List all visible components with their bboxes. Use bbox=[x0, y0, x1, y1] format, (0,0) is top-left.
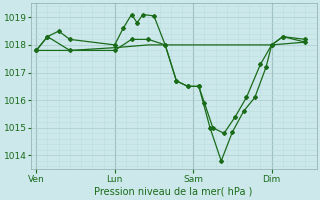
X-axis label: Pression niveau de la mer( hPa ): Pression niveau de la mer( hPa ) bbox=[94, 187, 253, 197]
